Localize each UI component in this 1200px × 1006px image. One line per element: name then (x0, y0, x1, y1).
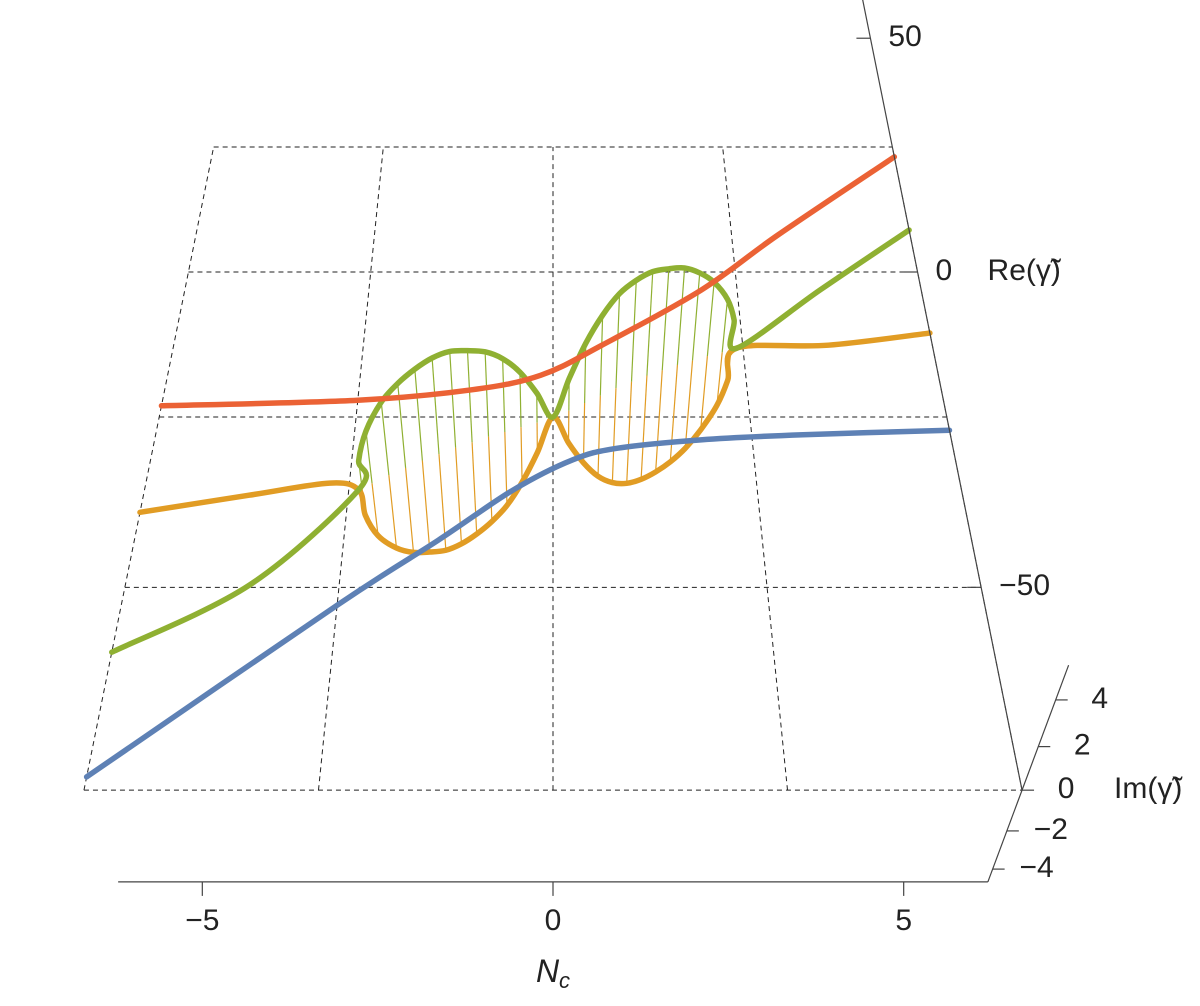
curve (158, 154, 898, 409)
filling-line (421, 460, 431, 553)
filling-line (449, 351, 457, 448)
y-tick-label: −4 (1020, 851, 1054, 884)
y-tick-label: 0 (1058, 772, 1075, 805)
filling-line (371, 483, 379, 536)
filling-line (597, 395, 601, 477)
filling-line (365, 430, 373, 484)
grid-line (317, 146, 384, 791)
filling-line (684, 360, 694, 449)
z-tick-label: −50 (999, 569, 1050, 602)
filling-line (706, 282, 715, 357)
filling-line (380, 402, 390, 476)
x-tick-label: 0 (545, 904, 562, 937)
filling-line (405, 467, 415, 553)
filling-line (700, 355, 708, 430)
filling-line (484, 351, 490, 437)
filling-line (721, 299, 729, 353)
z-axis (862, 0, 1023, 791)
z-axis-label: Re(γ̃) (988, 254, 1062, 287)
filling-line (661, 268, 670, 371)
x-axis-label-subscript: c (559, 968, 570, 993)
x-axis-label: Nc (536, 953, 570, 992)
z-tick-label: 0 (936, 254, 953, 287)
curve (109, 227, 912, 655)
y-axis (987, 664, 1070, 883)
filling-line (669, 364, 679, 462)
filling-line (471, 442, 478, 535)
filling-line (414, 369, 423, 461)
filling-line (582, 403, 586, 463)
filling-line (611, 388, 617, 483)
grid-line (83, 146, 215, 791)
curves (83, 154, 953, 780)
x-axis-label-main: N (536, 953, 560, 989)
filling-line (716, 352, 723, 406)
filling-line (615, 293, 621, 389)
z-tick-label: 50 (888, 20, 921, 53)
y-tick-label: 2 (1074, 729, 1091, 762)
filling-line (431, 357, 440, 455)
filling-line (640, 375, 648, 480)
x-tick-label: 5 (895, 904, 912, 937)
filling-line (676, 267, 686, 365)
curve (137, 330, 933, 556)
filling-line (626, 381, 633, 484)
x-tick-label: −5 (185, 904, 219, 937)
y-axis-label: Im(γ̃) (1114, 772, 1183, 805)
filling-line (466, 350, 473, 443)
filling-line (599, 315, 604, 396)
filling-line (655, 370, 663, 472)
y-tick-label: −2 (1034, 813, 1068, 846)
filling-line (691, 272, 701, 361)
curve (83, 427, 953, 780)
filling-line (646, 271, 654, 376)
grid-line (722, 146, 789, 791)
filling-line (502, 358, 506, 433)
filling-line (520, 427, 523, 483)
y-tick-label: 4 (1091, 682, 1108, 715)
filling-line (388, 474, 398, 549)
